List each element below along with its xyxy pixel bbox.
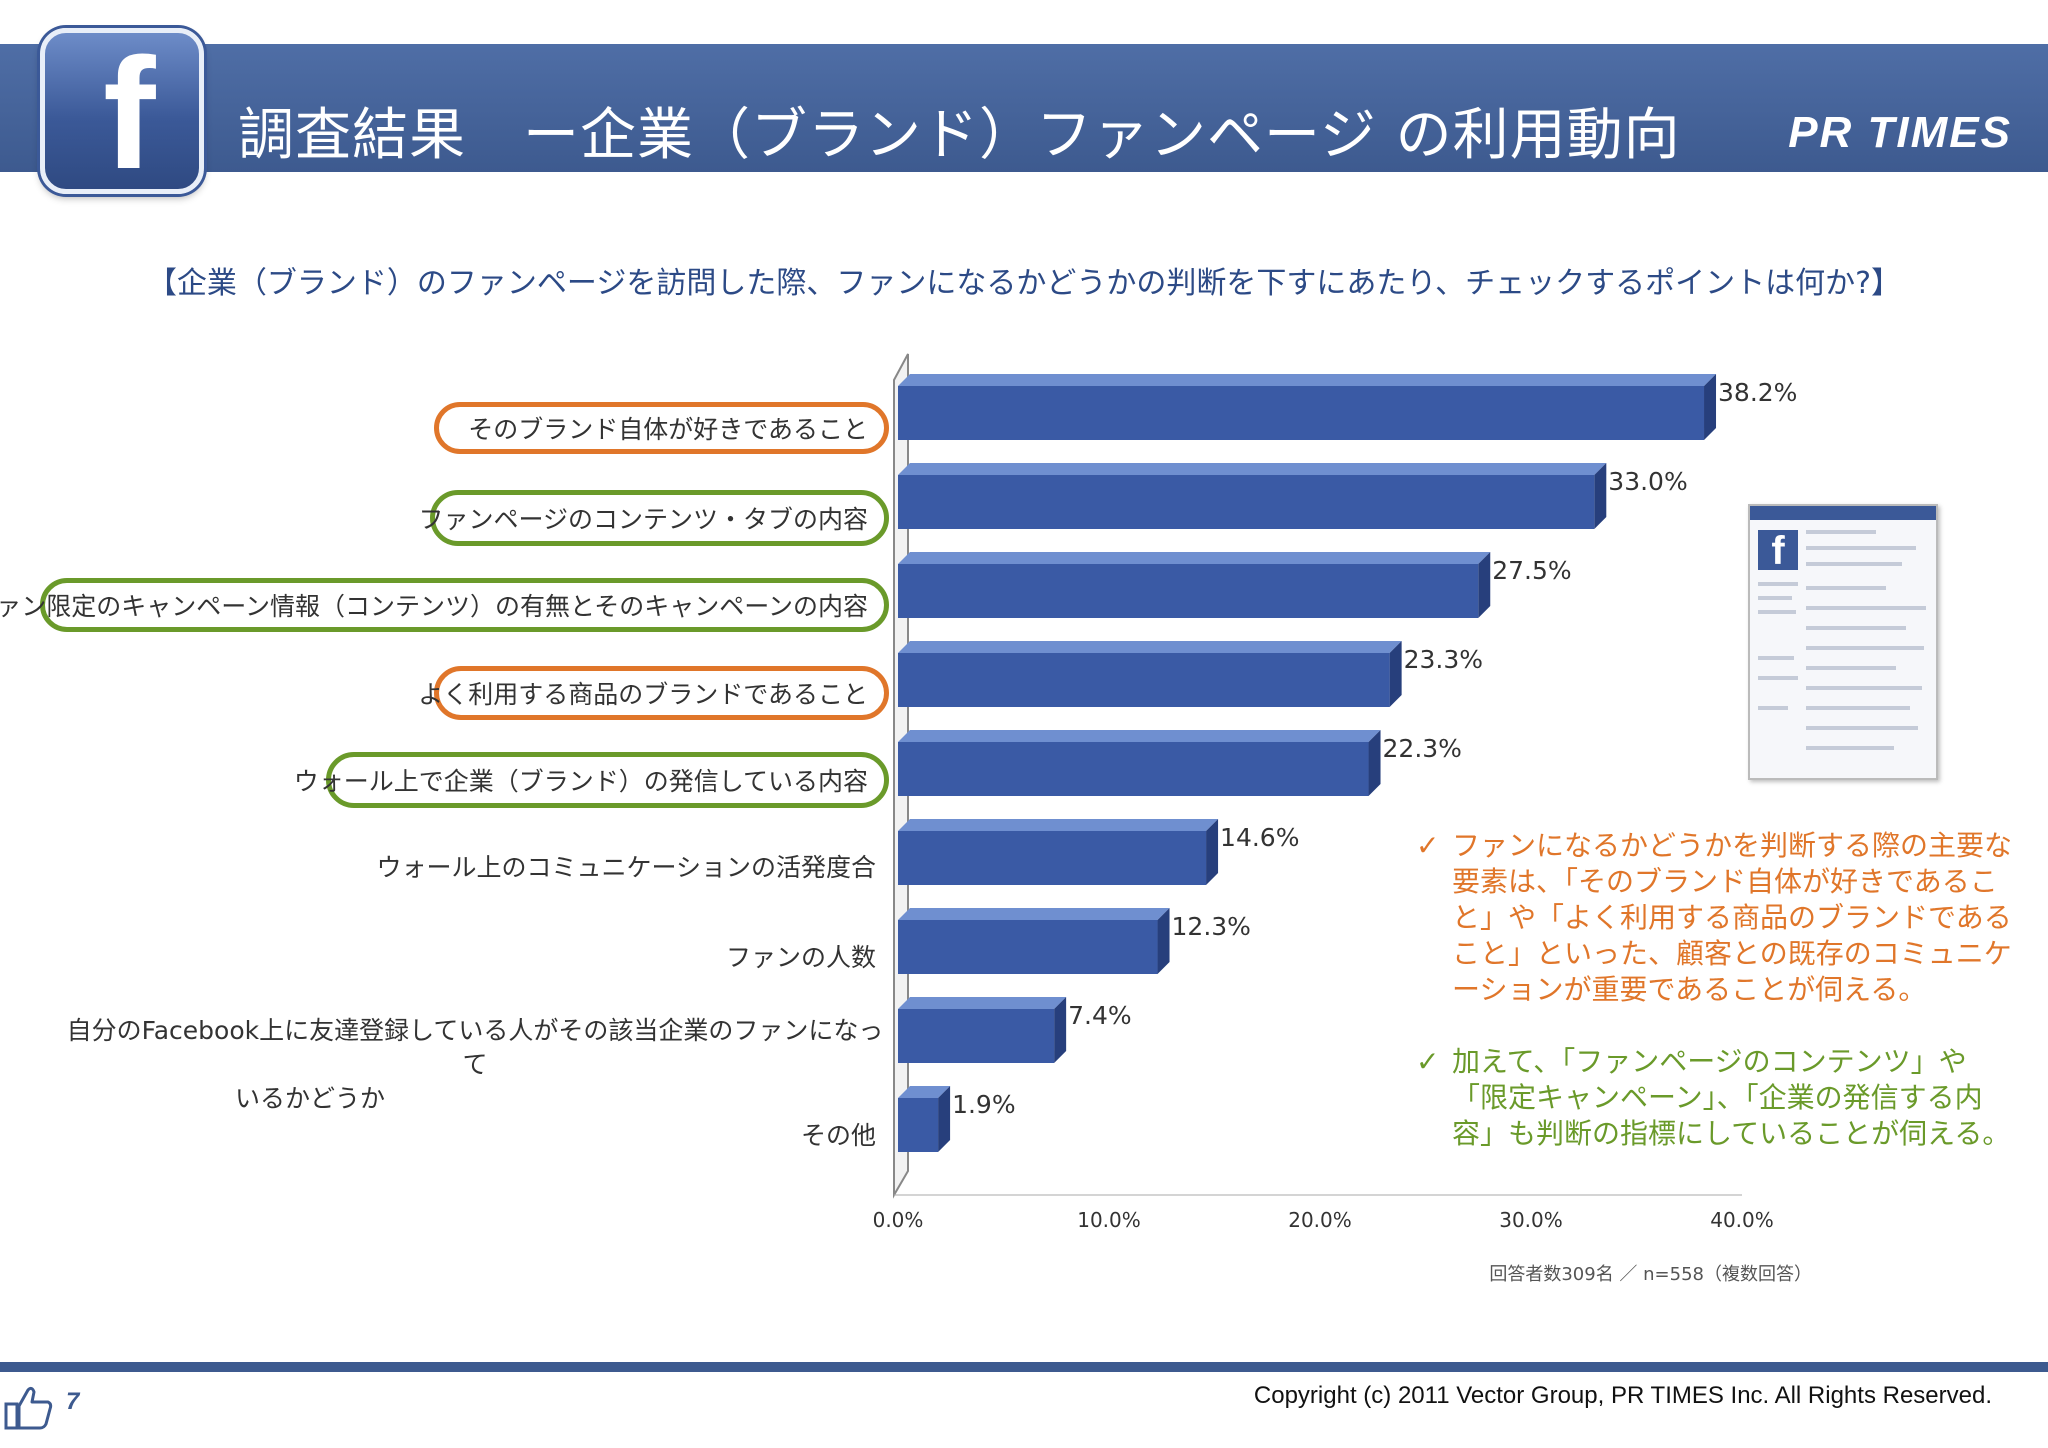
category-label-0: そのブランド自体が好きであること <box>434 402 889 454</box>
footer-band <box>0 1362 2048 1372</box>
bar-side-1 <box>1594 463 1607 529</box>
category-label-7: 自分のFacebook上に友達登録している人がその該当企業のファンになって いる… <box>60 1014 890 1116</box>
bar-2 <box>898 564 1479 618</box>
bar-7 <box>898 1009 1055 1063</box>
copyright: Copyright (c) 2011 Vector Group, PR TIME… <box>1253 1382 1992 1409</box>
bar-side-4 <box>1368 730 1381 796</box>
x-tick-label-4: 40.0% <box>1710 1208 1774 1232</box>
bar-side-6 <box>1157 908 1170 974</box>
brand-logo: PR TIMES <box>1788 108 2012 157</box>
chart-question: 【企業（ブランド）のファンページを訪問した際、ファンになるかどうかの判断を下すに… <box>146 266 1902 301</box>
category-label-4: ウォール上で企業（ブランド）の発信している内容 <box>294 752 889 808</box>
bar-top-5 <box>898 819 1219 831</box>
check-icon: ✓ <box>1416 1045 1440 1078</box>
category-label-6: ファンの人数 <box>725 943 876 972</box>
value-label-2: 27.5% <box>1492 556 1572 585</box>
bar-top-6 <box>898 908 1170 920</box>
x-tick-label-2: 20.0% <box>1288 1208 1352 1232</box>
sample-note: 回答者数309名 ／ n=558（複数回答） <box>1489 1264 1812 1285</box>
bar-side-5 <box>1206 819 1219 885</box>
bar-top-4 <box>898 730 1381 742</box>
bar-top-1 <box>898 463 1607 475</box>
thumbnail-facebook-icon: f <box>1758 530 1798 572</box>
comment-1-text: ファンになるかどうかを判断する際の主要な要素は、「そのブランド自体が好きであるこ… <box>1452 829 2013 1006</box>
value-label-6: 12.3% <box>1171 912 1251 941</box>
bar-6 <box>898 920 1158 974</box>
comment-2-text: 加えて、「ファンページのコンテンツ」や「限定キャンペーン」、「企業の発信する内容… <box>1452 1045 2011 1150</box>
value-label-7: 7.4% <box>1068 1001 1132 1030</box>
bar-5 <box>898 831 1207 885</box>
bar-top-7 <box>898 997 1067 1009</box>
bar-top-0 <box>898 374 1717 386</box>
page-number: 7 <box>66 1388 80 1415</box>
category-label-7-line1: 自分のFacebook上に友達登録している人がその該当企業のファンになって <box>66 1016 884 1079</box>
value-label-0: 38.2% <box>1718 378 1798 407</box>
comments: ✓ ファンになるかどうかを判断する際の主要な要素は、「そのブランド自体が好きであ… <box>1416 828 2016 1188</box>
category-label-5: ウォール上のコミュニケーションの活発度合 <box>376 853 876 882</box>
bar-0 <box>898 386 1705 440</box>
category-label-3: よく利用する商品のブランドであること <box>418 666 889 720</box>
bar-4 <box>898 742 1369 796</box>
bar-side-3 <box>1389 641 1402 707</box>
thumbs-up-icon <box>4 1386 53 1430</box>
comment-2: ✓ 加えて、「ファンページのコンテンツ」や「限定キャンペーン」、「企業の発信する… <box>1416 1044 2016 1152</box>
value-label-8: 1.9% <box>952 1090 1016 1119</box>
category-label-8: その他 <box>800 1121 876 1150</box>
bar-top-2 <box>898 552 1491 564</box>
facebook-f-icon: f <box>40 28 204 194</box>
category-label-1: ファンページのコンテンツ・タブの内容 <box>418 490 889 546</box>
comment-1: ✓ ファンになるかどうかを判断する際の主要な要素は、「そのブランド自体が好きであ… <box>1416 828 2016 1008</box>
bar-side-0 <box>1704 374 1717 440</box>
facebook-page-thumbnail: f <box>1748 504 1938 780</box>
x-tick-label-1: 10.0% <box>1077 1208 1141 1232</box>
value-label-1: 33.0% <box>1608 467 1688 496</box>
bar-side-8 <box>938 1086 951 1152</box>
bar-1 <box>898 475 1595 529</box>
x-tick-label-3: 30.0% <box>1499 1208 1563 1232</box>
bar-side-7 <box>1054 997 1067 1063</box>
bar-side-2 <box>1478 552 1491 618</box>
category-label-2: ファン限定のキャンペーン情報（コンテンツ）の有無とそのキャンペーンの内容 <box>0 578 889 632</box>
category-label-7-line2: いるかどうか <box>234 1084 385 1113</box>
thumbnail-topbar <box>1750 506 1936 520</box>
value-label-5: 14.6% <box>1220 823 1300 852</box>
value-label-4: 22.3% <box>1382 734 1462 763</box>
bar-3 <box>898 653 1390 707</box>
value-label-3: 23.3% <box>1403 645 1484 674</box>
header-band <box>0 44 2048 172</box>
page-title: 調査結果 ー企業（ブランド）ファンページ の利用動向 <box>238 103 1681 168</box>
bar-8 <box>898 1098 939 1152</box>
bar-top-8 <box>898 1086 951 1098</box>
bar-top-3 <box>898 641 1402 653</box>
x-tick-label-0: 0.0% <box>872 1208 924 1232</box>
check-icon: ✓ <box>1416 829 1440 862</box>
